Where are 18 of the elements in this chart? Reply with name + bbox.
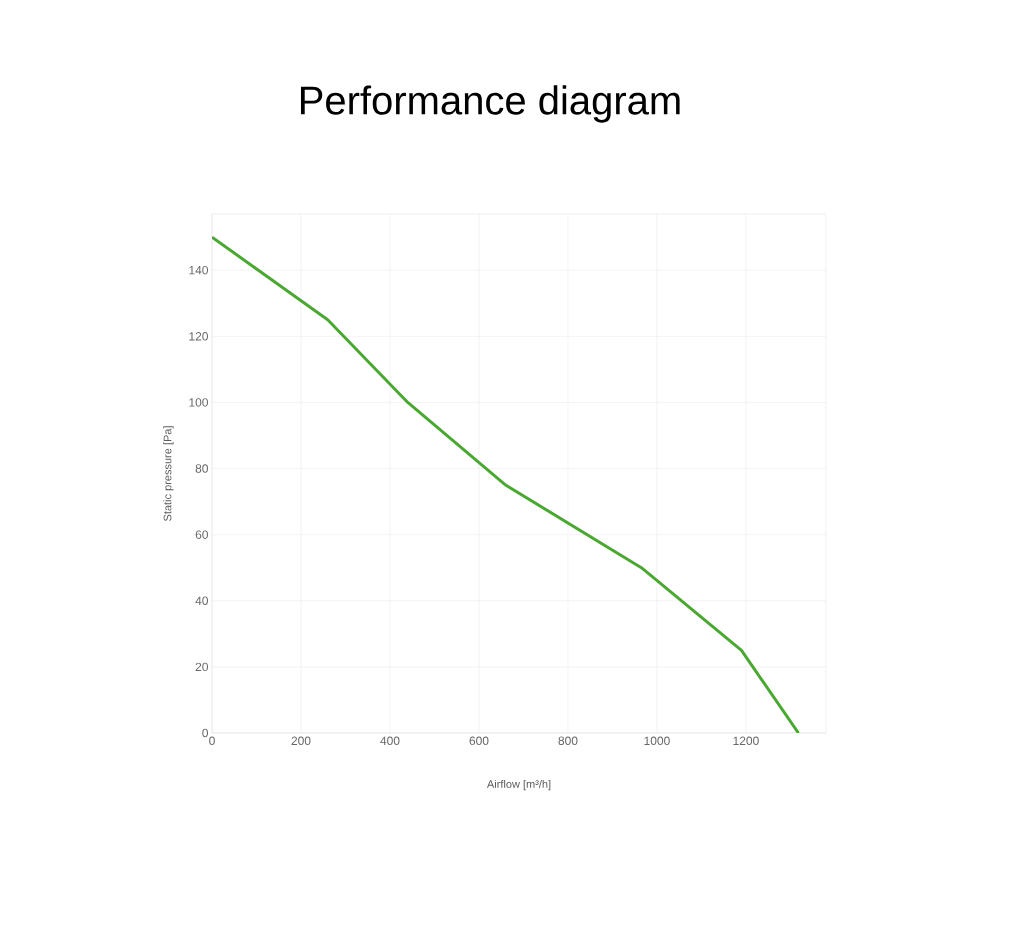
x-tick-label: 200 bbox=[291, 736, 311, 746]
y-tick-label: 140 bbox=[189, 265, 208, 275]
y-tick-label: 120 bbox=[189, 332, 208, 341]
y-tick-label: 80 bbox=[195, 464, 209, 473]
x-tick-label: 600 bbox=[469, 736, 489, 746]
y-tick-label: 60 bbox=[195, 530, 209, 539]
y-tick-label: 20 bbox=[195, 662, 209, 672]
x-tick-label: 400 bbox=[380, 736, 400, 746]
x-axis-title: Airflow [m³/h] bbox=[486, 779, 551, 791]
y-tick-label: 0 bbox=[202, 728, 209, 738]
x-tick-label: 1200 bbox=[733, 736, 759, 746]
line-series bbox=[212, 235, 800, 733]
x-tick-label: 800 bbox=[558, 736, 578, 746]
x-tick-label: 1000 bbox=[644, 736, 670, 746]
y-tick-label: 100 bbox=[189, 398, 208, 407]
chart-title: Performance diagram bbox=[300, 85, 680, 123]
y-tick-label: 40 bbox=[195, 596, 209, 606]
y-axis-title: Static pressure [Pa] bbox=[163, 426, 174, 521]
